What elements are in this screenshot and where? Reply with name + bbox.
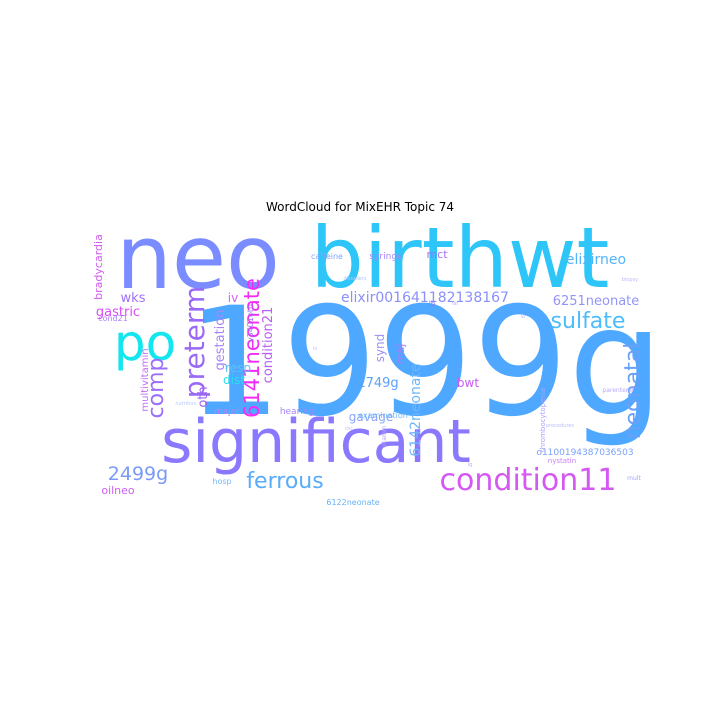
word-58: ls [313,346,317,352]
word-16: condition21 [261,307,276,384]
word-50: disorders [343,276,367,282]
word-56: vi [521,314,525,320]
word-45: nystatin [548,457,576,465]
word-32: bwt [457,376,479,390]
word-55: fat [452,301,459,307]
word-43: cond21 [98,314,128,323]
word-52: nutrition [175,401,196,407]
word-28: maj [394,344,407,365]
word-33: gavage [349,410,393,424]
word-30: caffeine [311,252,343,261]
word-21: gestation [213,310,228,371]
word-9: sulfate [551,309,626,334]
word-5: condition11 [440,463,617,498]
word-37: 6122neonate [326,498,379,507]
word-25: dist [223,373,245,387]
word-24: resp [225,361,251,375]
word-51: biopsy [622,277,638,283]
word-23: iv [228,291,238,305]
word-29: mct [426,248,448,261]
word-53: procedures [546,423,574,429]
word-42: v3401oth [246,304,255,342]
word-54: dsc [345,426,354,432]
word-27: synd [373,334,387,363]
word-13: elixirneo [566,252,626,268]
word-19: gastric [96,305,140,320]
word-31: syringe [369,252,403,262]
word-44: thrombocytopenia [539,388,547,452]
word-4: po [114,314,176,372]
word-34: o1100194387036503 [536,448,633,458]
word-22: oth [196,386,211,407]
word-2: neo [116,206,280,309]
word-11: comp [144,358,169,419]
word-1: birthwt [310,209,609,307]
word-39: major [214,407,240,417]
word-57: lg [468,462,473,468]
word-47: vitamin [381,426,388,449]
word-38: multivitamin [140,348,151,411]
word-35: oilneo [101,484,135,497]
word-46: parenteral [602,387,634,394]
word-0: 1999g [187,276,664,450]
word-12: 2499g [108,463,168,485]
word-41: examination [358,411,408,420]
word-36: hosp [212,477,231,486]
figure-title: WordCloud for MixEHR Topic 74 [265,200,455,214]
word-17: 1749g [357,376,398,391]
word-26: bradycardia [92,234,105,300]
word-15: 6251neonate [553,294,640,309]
word-49: lb [429,300,436,308]
word-3: significant [161,407,471,477]
word-20: wks [121,291,146,306]
word-40: hearing [280,407,314,417]
word-14: elixir001641182138167 [341,290,509,306]
word-7: preterm [178,286,211,398]
word-10: neonatal [621,343,646,440]
word-8: 6141neonate [240,278,264,418]
word-6: ferrous [246,469,323,494]
word-48: mult [627,475,641,482]
word-18: 6142neonate [408,363,424,456]
